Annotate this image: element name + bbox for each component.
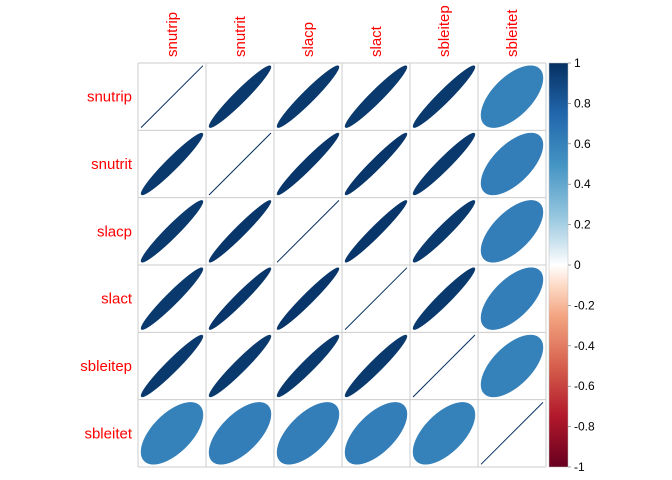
correlation-ellipse-sbleitet-snutrit	[208, 402, 272, 465]
correlation-ellipse-sbleitet-snutrip	[140, 402, 204, 465]
colorbar-tick-label: 0.2	[574, 218, 591, 232]
row-label-snutrip: snutrip	[87, 89, 132, 106]
colorbar-tick-label: 0.8	[574, 96, 591, 110]
correlation-ellipse-slacp-snutrip	[140, 200, 204, 263]
variable-labels: snutrip snutrip snutrit snutrit slacp slacp sl…	[80, 5, 521, 442]
row-label-sbleitet: sbleitet	[84, 425, 132, 442]
colorbar-tick-label: -0.4	[574, 339, 595, 353]
colorbar-tick-label: 0	[574, 258, 581, 272]
correlation-ellipse-sbleitet-slacp	[276, 402, 340, 465]
correlation-ellipse-snutrit-snutrip	[140, 132, 204, 196]
row-label-slacp: slacp	[97, 223, 132, 240]
correlation-ellipse-snutrit-slact	[344, 132, 408, 196]
correlation-ellipse-sbleitep-slacp	[276, 334, 340, 398]
correlation-ellipse-slacp-sbleitet	[480, 200, 544, 263]
correlation-ellipse-snutrip-sbleitet	[480, 65, 544, 128]
row-label-sbleitep: sbleitep	[80, 358, 132, 375]
colorbar-tick-label: -0.8	[574, 420, 595, 434]
colorbar-tick-label: -1	[574, 460, 585, 474]
correlation-ellipse-snutrip-slact	[344, 65, 408, 128]
column-label-slacp: slacp	[300, 22, 317, 57]
correlation-ellipse-sbleitep-slact	[344, 334, 408, 398]
correlation-ellipse-slact-snutrip	[140, 267, 204, 330]
correlation-ellipse-sbleitep-snutrip	[140, 334, 204, 398]
correlation-ellipse-sbleitep-snutrit	[208, 334, 272, 398]
correlation-ellipse-snutrit-sbleitep	[412, 132, 476, 196]
column-label-slact: slact	[368, 25, 385, 57]
correlation-ellipse-slacp-snutrit	[208, 200, 272, 263]
colorbar-rect	[548, 62, 569, 468]
colorbar-tick-label: -0.2	[574, 298, 595, 312]
correlation-ellipse-snutrit-snutrit	[208, 132, 272, 196]
correlation-ellipse-snutrip-sbleitep	[412, 65, 476, 128]
correlation-ellipse-snutrit-sbleitet	[480, 132, 544, 196]
colorbar-tick-label: 1	[574, 56, 581, 70]
colorbar-ticks: 1 0.8 0.6 0.4 0.2 0 -0.2 -0.4 -0.6 -0.8 -1	[568, 56, 595, 474]
colorbar-tick-label: 0.4	[574, 177, 591, 191]
correlation-ellipse-sbleitet-sbleitep	[412, 402, 476, 465]
correlation-ellipse-slact-slact	[344, 267, 408, 330]
correlation-ellipse-snutrip-snutrit	[208, 65, 272, 128]
correlation-ellipse-slacp-sbleitep	[412, 200, 476, 263]
correlation-ellipse-sbleitep-sbleitep	[412, 334, 476, 398]
correlation-ellipse-sbleitep-sbleitet	[480, 334, 544, 398]
column-label-sbleitep: sbleitep	[436, 5, 453, 57]
column-label-snutrip: snutrip	[164, 12, 181, 57]
correlation-ellipse-slacp-slact	[344, 200, 408, 263]
correlation-ellipse-slacp-slacp	[276, 200, 340, 263]
colorbar-gradient	[548, 62, 569, 468]
correlation-ellipse-slact-snutrit	[208, 267, 272, 330]
correlation-ellipse-sbleitet-slact	[344, 402, 408, 465]
row-label-snutrit: snutrit	[91, 156, 133, 173]
correlation-ellipse-slact-slacp	[276, 267, 340, 330]
colorbar-tick-label: 0.6	[574, 137, 591, 151]
colorbar-tick-label: -0.6	[574, 379, 595, 393]
column-label-sbleitet: sbleitet	[504, 9, 521, 57]
correlation-ellipse-slact-sbleitet	[480, 267, 544, 330]
correlation-ellipse-snutrit-slacp	[276, 132, 340, 196]
row-label-slact: slact	[101, 291, 133, 308]
correlation-ellipse-snutrip-snutrip	[140, 65, 204, 128]
correlation-ellipse-slact-sbleitep	[412, 267, 476, 330]
correlation-ellipse-sbleitet-sbleitet	[480, 402, 544, 465]
column-label-snutrit: snutrit	[232, 15, 249, 57]
correlation-cells	[137, 62, 547, 468]
correlation-ellipse-snutrip-slacp	[276, 65, 340, 128]
